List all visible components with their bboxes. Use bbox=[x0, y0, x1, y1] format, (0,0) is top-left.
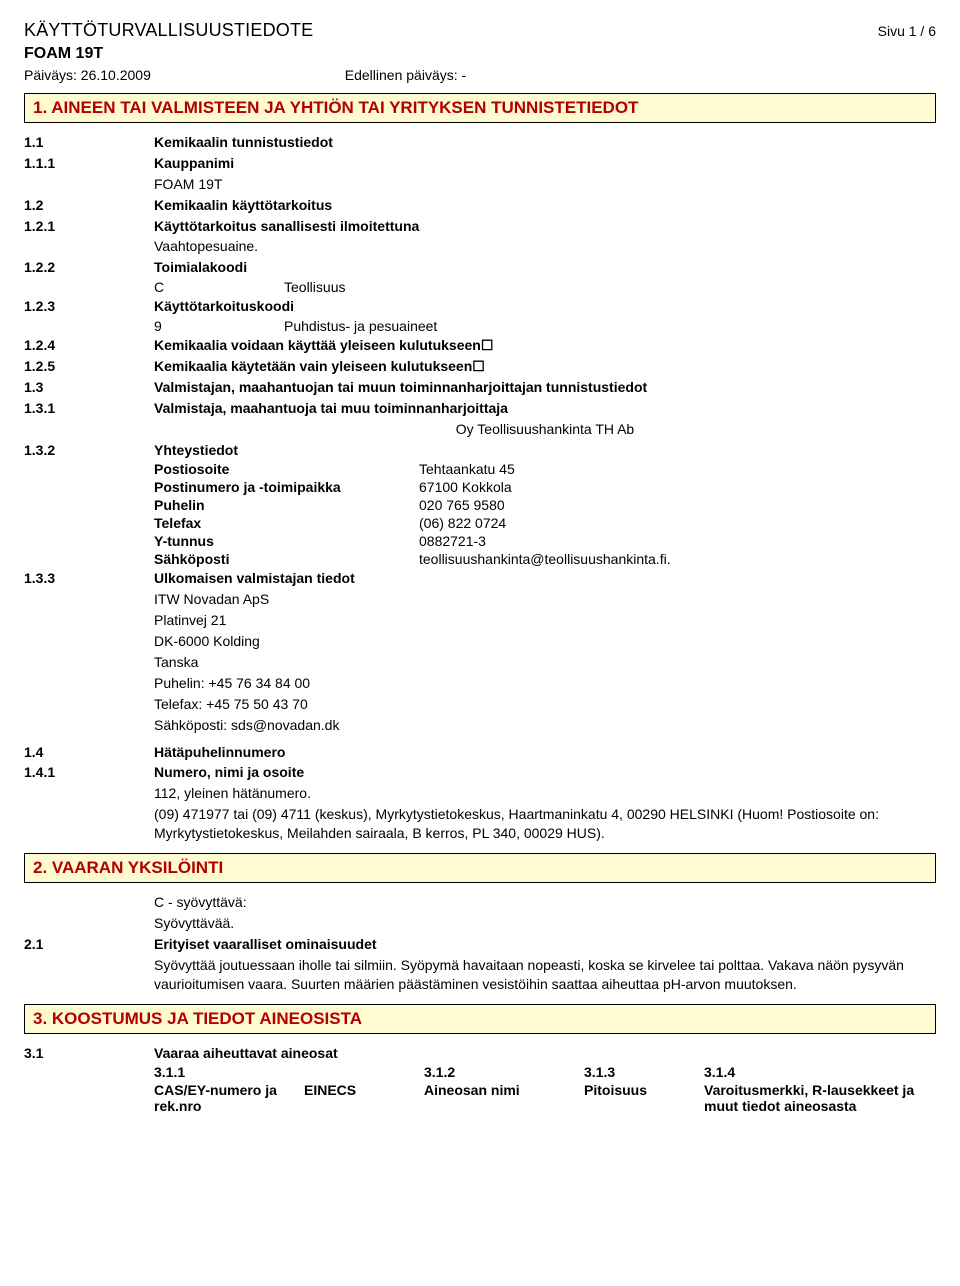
row-num: 1.2.5 bbox=[24, 357, 154, 376]
row-label: Numero, nimi ja osoite bbox=[154, 763, 936, 782]
row-num: 1.3 bbox=[24, 378, 154, 397]
comp-col-header: CAS/EY-numero ja rek.nro bbox=[154, 1082, 304, 1114]
row-num: 1.3.1 bbox=[24, 399, 154, 418]
contact-key: Sähköposti bbox=[154, 551, 419, 567]
comp-col-header: Aineosan nimi bbox=[424, 1082, 584, 1114]
row-label: Hätäpuhelinnumero bbox=[154, 743, 936, 762]
row-num: 1.2 bbox=[24, 196, 154, 215]
code-val: Puhdistus- ja pesuaineet bbox=[284, 318, 437, 334]
comp-head-num: 3.1.4 bbox=[704, 1064, 936, 1080]
row-label: Käyttötarkoituskoodi bbox=[154, 297, 936, 316]
row-num: 1.3.3 bbox=[24, 569, 154, 588]
manufacturer-name: Oy Teollisuushankinta TH Ab bbox=[154, 420, 936, 439]
row-label: Kemikaalin käyttötarkoitus bbox=[154, 196, 936, 215]
row-num: 1.2.4 bbox=[24, 336, 154, 355]
row-label: Ulkomaisen valmistajan tiedot bbox=[154, 569, 936, 588]
contact-val: 67100 Kokkola bbox=[419, 479, 512, 495]
row-num: 1.4 bbox=[24, 743, 154, 762]
contact-key: Y-tunnus bbox=[154, 533, 419, 549]
emergency-line: (09) 471977 tai (09) 4711 (keskus), Myrk… bbox=[154, 805, 936, 843]
row-label: Kemikaalin tunnistustiedot bbox=[154, 133, 936, 152]
comp-head-num: 3.1.2 bbox=[424, 1064, 584, 1080]
row-num: 1.3.2 bbox=[24, 441, 154, 460]
hazard-line: C - syövyttävä: bbox=[154, 893, 936, 912]
contact-val: 0882721-3 bbox=[419, 533, 486, 549]
contact-val: teollisuushankinta@teollisuushankinta.fi… bbox=[419, 551, 671, 567]
row-num: 3.1 bbox=[24, 1044, 154, 1063]
date-label: Päiväys: 26.10.2009 bbox=[24, 67, 151, 83]
foreign-mfr-line: Telefax: +45 75 50 43 70 bbox=[154, 695, 936, 714]
row-value: Vaahtopesuaine. bbox=[154, 237, 936, 256]
row-label: Kauppanimi bbox=[154, 154, 936, 173]
row-label: Toimialakoodi bbox=[154, 258, 936, 277]
section-3-header: 3. KOOSTUMUS JA TIEDOT AINEOSISTA bbox=[24, 1004, 936, 1034]
hazard-text: Syövyttää joutuessaan iholle tai silmiin… bbox=[154, 956, 936, 994]
row-num: 1.2.3 bbox=[24, 297, 154, 316]
row-label: Valmistajan, maahantuojan tai muun toimi… bbox=[154, 378, 936, 397]
comp-head-num: 3.1.3 bbox=[584, 1064, 704, 1080]
row-label: Valmistaja, maahantuoja tai muu toiminna… bbox=[154, 399, 936, 418]
emergency-line: 112, yleinen hätänumero. bbox=[154, 784, 936, 803]
code-key: C bbox=[154, 279, 284, 295]
section-1-header: 1. AINEEN TAI VALMISTEEN JA YHTIÖN TAI Y… bbox=[24, 93, 936, 123]
comp-col-header: Varoitusmerkki, R-lausekkeet ja muut tie… bbox=[704, 1082, 936, 1114]
row-label: Vaaraa aiheuttavat aineosat bbox=[154, 1044, 936, 1063]
row-label: Käyttötarkoitus sanallisesti ilmoitettun… bbox=[154, 217, 936, 236]
foreign-mfr-line: DK-6000 Kolding bbox=[154, 632, 936, 651]
contact-key: Telefax bbox=[154, 515, 419, 531]
row-label: Kemikaalia voidaan käyttää yleiseen kulu… bbox=[154, 336, 936, 355]
row-label: Yhteystiedot bbox=[154, 441, 936, 460]
row-label: Erityiset vaaralliset ominaisuudet bbox=[154, 935, 936, 954]
row-num: 1.1 bbox=[24, 133, 154, 152]
foreign-mfr-line: ITW Novadan ApS bbox=[154, 590, 936, 609]
row-num: 1.2.2 bbox=[24, 258, 154, 277]
row-value: FOAM 19T bbox=[154, 175, 936, 194]
contact-key: Postinumero ja -toimipaikka bbox=[154, 479, 419, 495]
row-num: 1.1.1 bbox=[24, 154, 154, 173]
foreign-mfr-line: Tanska bbox=[154, 653, 936, 672]
code-val: Teollisuus bbox=[284, 279, 345, 295]
row-num: 1.4.1 bbox=[24, 763, 154, 782]
page-number: Sivu 1 / 6 bbox=[878, 23, 936, 39]
comp-col-header: Pitoisuus bbox=[584, 1082, 704, 1114]
contact-val: Tehtaankatu 45 bbox=[419, 461, 515, 477]
contact-key: Puhelin bbox=[154, 497, 419, 513]
contact-val: 020 765 9580 bbox=[419, 497, 505, 513]
foreign-mfr-line: Sähköposti: sds@novadan.dk bbox=[154, 716, 936, 735]
hazard-line: Syövyttävää. bbox=[154, 914, 936, 933]
row-num: 2.1 bbox=[24, 935, 154, 954]
row-label: Kemikaalia käytetään vain yleiseen kulut… bbox=[154, 357, 936, 376]
row-num: 1.2.1 bbox=[24, 217, 154, 236]
foreign-mfr-line: Platinvej 21 bbox=[154, 611, 936, 630]
code-key: 9 bbox=[154, 318, 284, 334]
product-name: FOAM 19T bbox=[24, 45, 936, 63]
comp-col-header: EINECS bbox=[304, 1082, 424, 1114]
comp-head-num: 3.1.1 bbox=[154, 1064, 304, 1080]
document-title: KÄYTTÖTURVALLISUUSTIEDOTE bbox=[24, 20, 313, 41]
foreign-mfr-line: Puhelin: +45 76 34 84 00 bbox=[154, 674, 936, 693]
section-2-header: 2. VAARAN YKSILÖINTI bbox=[24, 853, 936, 883]
prev-date-label: Edellinen päiväys: - bbox=[345, 67, 466, 83]
contact-val: (06) 822 0724 bbox=[419, 515, 506, 531]
contact-key: Postiosoite bbox=[154, 461, 419, 477]
